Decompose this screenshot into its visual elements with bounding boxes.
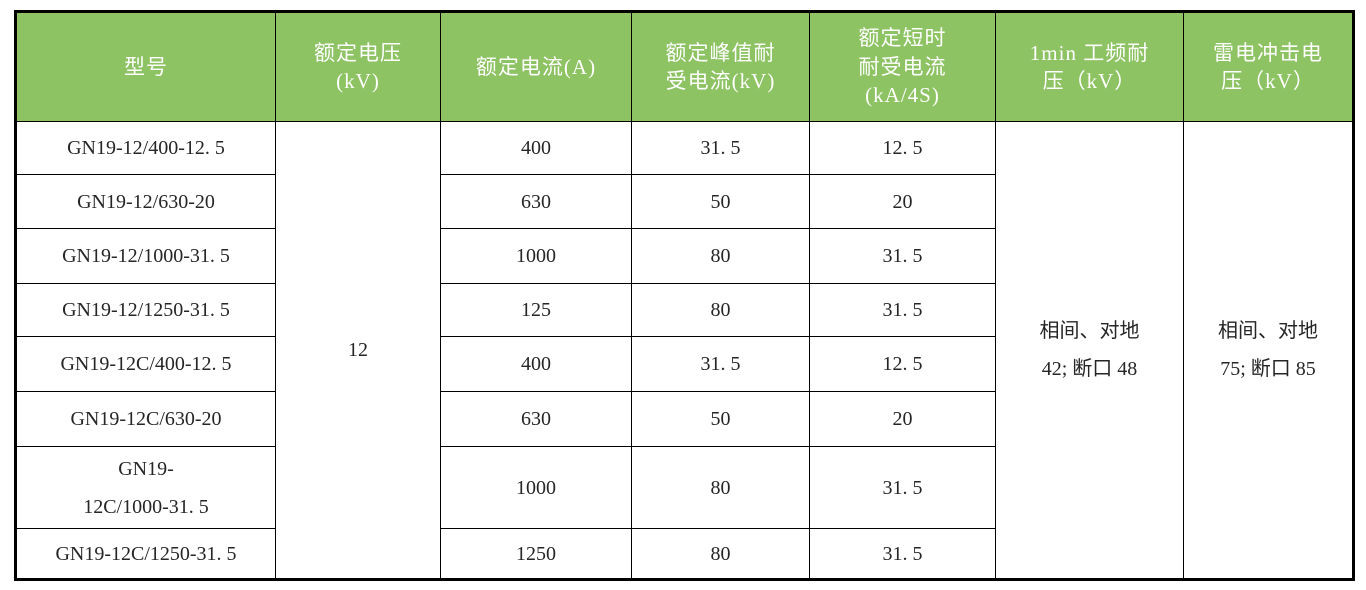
current-cell: 630 bbox=[440, 174, 632, 229]
table-row: GN19-12/630-20 630 50 20 bbox=[15, 174, 1354, 229]
short-time-cell: 31. 5 bbox=[809, 446, 996, 529]
peak-cell: 80 bbox=[631, 283, 810, 337]
spec-table: 型号 额定电压 (kV) 额定电流(A) 额定峰值耐 受电流(kV) 额定短时 … bbox=[14, 10, 1355, 581]
short-time-cell: 31. 5 bbox=[809, 528, 996, 580]
table-row: GN19-12C/400-12. 5 400 31. 5 12. 5 bbox=[15, 336, 1354, 392]
header-lightning-impulse: 雷电冲击电 压（kV） bbox=[1183, 11, 1354, 122]
current-cell: 400 bbox=[440, 121, 632, 175]
header-peak-withstand: 额定峰值耐 受电流(kV) bbox=[631, 11, 810, 122]
current-cell: 1000 bbox=[440, 228, 632, 284]
current-cell: 1250 bbox=[440, 528, 632, 580]
model-cell: GN19-12/630-20 bbox=[15, 174, 276, 229]
peak-cell: 80 bbox=[631, 228, 810, 284]
current-cell: 125 bbox=[440, 283, 632, 337]
header-short-time-withstand: 额定短时 耐受电流 (kA/4S) bbox=[809, 11, 996, 122]
short-time-cell: 12. 5 bbox=[809, 336, 996, 392]
power-freq-merged-cell: 相间、对地 42; 断口 48 bbox=[995, 121, 1184, 580]
current-cell: 400 bbox=[440, 336, 632, 392]
model-cell: GN19- 12C/1000-31. 5 bbox=[15, 446, 276, 529]
model-cell: GN19-12C/1250-31. 5 bbox=[15, 528, 276, 580]
model-cell: GN19-12C/400-12. 5 bbox=[15, 336, 276, 392]
table-row: GN19- 12C/1000-31. 5 1000 80 31. 5 bbox=[15, 446, 1354, 529]
peak-cell: 80 bbox=[631, 528, 810, 580]
model-cell: GN19-12C/630-20 bbox=[15, 391, 276, 447]
table-row: GN19-12C/1250-31. 5 1250 80 31. 5 bbox=[15, 528, 1354, 580]
model-cell: GN19-12/1000-31. 5 bbox=[15, 228, 276, 284]
short-time-cell: 20 bbox=[809, 391, 996, 447]
short-time-cell: 31. 5 bbox=[809, 283, 996, 337]
table-row: GN19-12/400-12. 5 12 400 31. 5 12. 5 相间、… bbox=[15, 121, 1354, 580]
peak-cell: 80 bbox=[631, 446, 810, 529]
short-time-cell: 12. 5 bbox=[809, 121, 996, 175]
table-row: GN19-12C/630-20 630 50 20 bbox=[15, 391, 1354, 447]
model-cell: GN19-12/1250-31. 5 bbox=[15, 283, 276, 337]
peak-cell: 50 bbox=[631, 391, 810, 447]
header-row: 型号 额定电压 (kV) 额定电流(A) 额定峰值耐 受电流(kV) 额定短时 … bbox=[15, 11, 1354, 122]
header-power-freq-withstand: 1min 工频耐 压（kV） bbox=[995, 11, 1184, 122]
header-rated-voltage: 额定电压 (kV) bbox=[275, 11, 441, 122]
short-time-cell: 20 bbox=[809, 174, 996, 229]
header-rated-current: 额定电流(A) bbox=[440, 11, 632, 122]
model-cell: GN19-12/400-12. 5 bbox=[15, 121, 276, 175]
table-row: GN19-12/1250-31. 5 125 80 31. 5 bbox=[15, 283, 1354, 337]
header-model: 型号 bbox=[15, 11, 276, 122]
table-row: GN19-12/1000-31. 5 1000 80 31. 5 bbox=[15, 228, 1354, 284]
peak-cell: 31. 5 bbox=[631, 336, 810, 392]
rated-voltage-merged-cell: 12 bbox=[275, 121, 441, 580]
current-cell: 1000 bbox=[440, 446, 632, 529]
peak-cell: 31. 5 bbox=[631, 121, 810, 175]
lightning-impulse-merged-cell: 相间、对地 75; 断口 85 bbox=[1183, 121, 1354, 580]
peak-cell: 50 bbox=[631, 174, 810, 229]
short-time-cell: 31. 5 bbox=[809, 228, 996, 284]
current-cell: 630 bbox=[440, 391, 632, 447]
